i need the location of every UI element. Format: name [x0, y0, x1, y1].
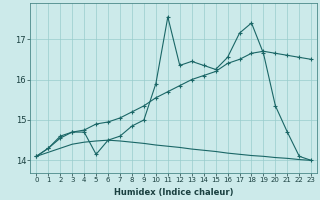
X-axis label: Humidex (Indice chaleur): Humidex (Indice chaleur)	[114, 188, 234, 197]
